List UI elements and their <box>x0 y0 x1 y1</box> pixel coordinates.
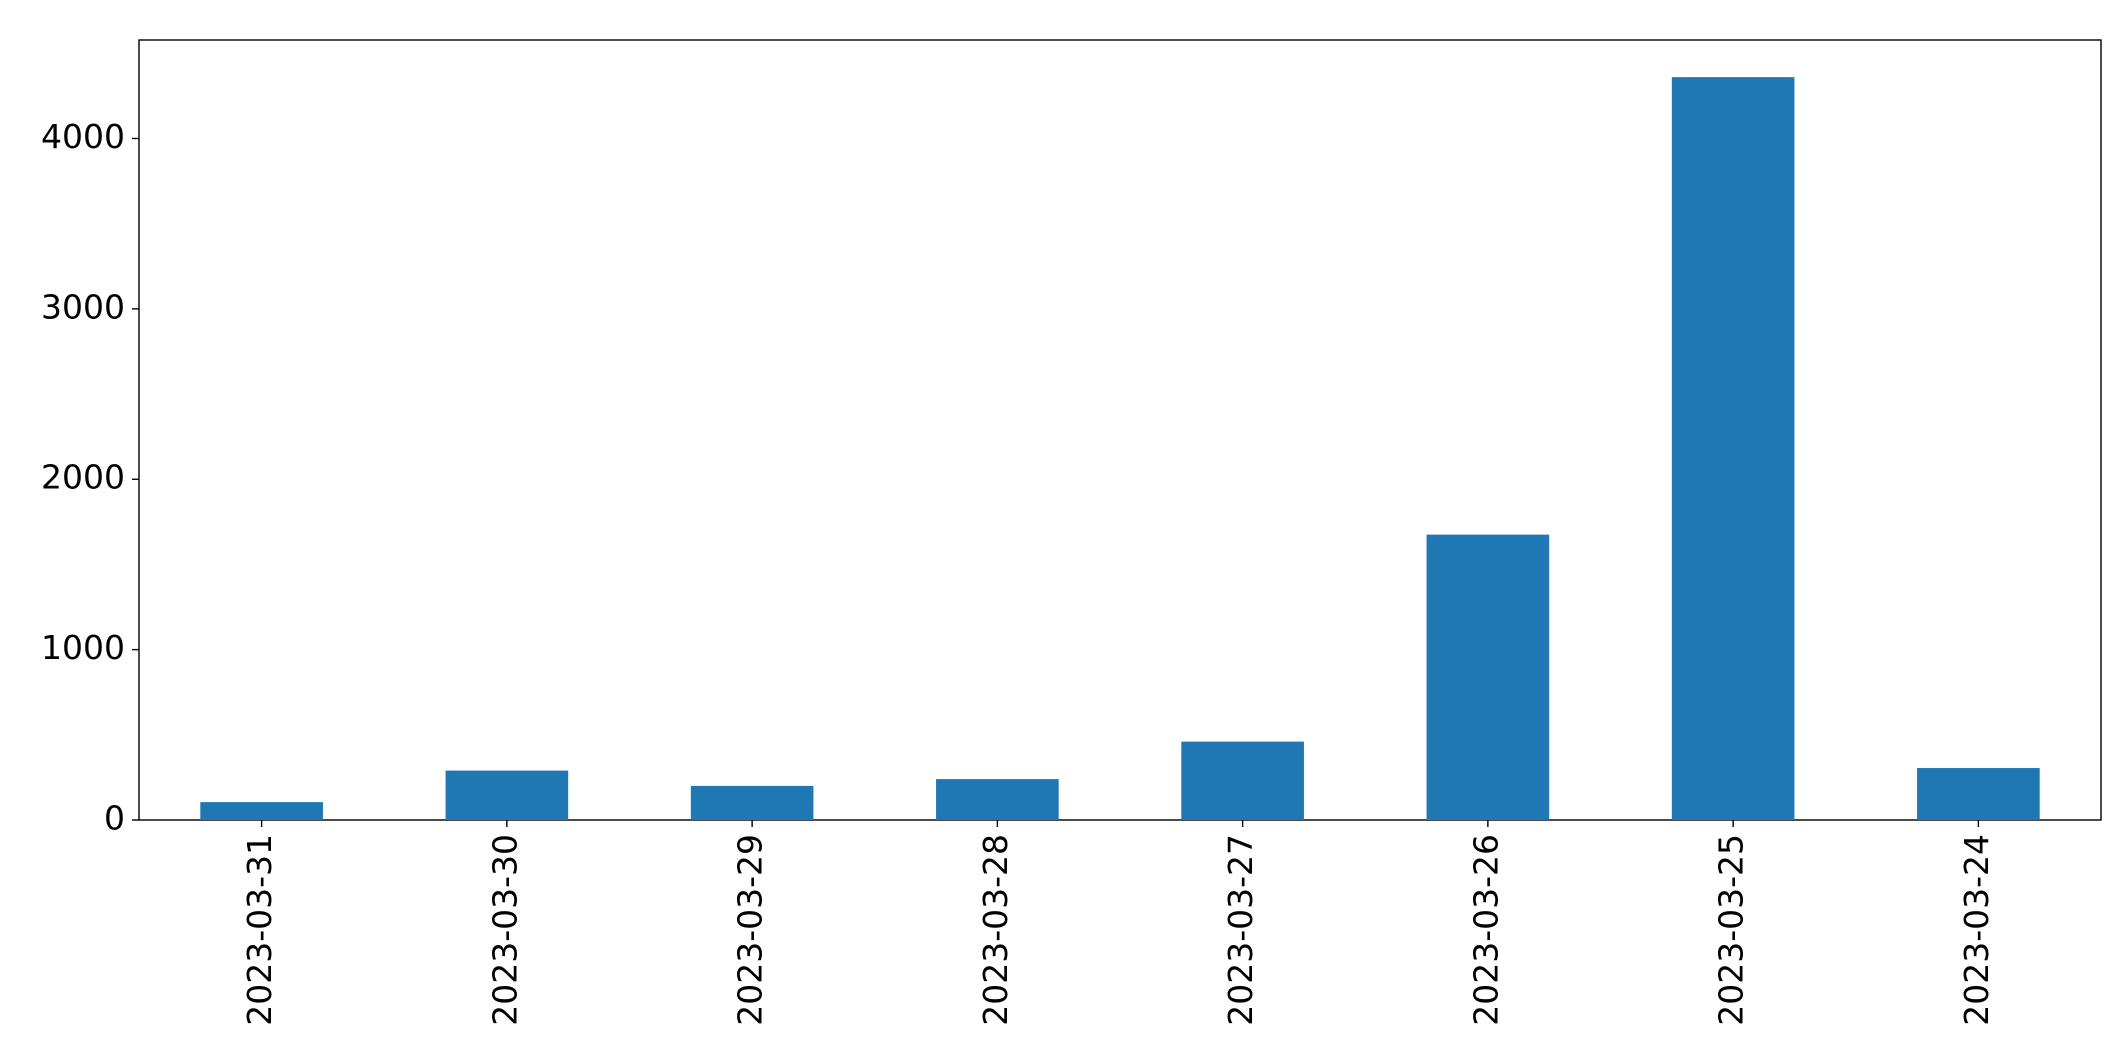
bar <box>690 785 814 820</box>
bar <box>445 770 569 820</box>
bar <box>1181 741 1304 820</box>
y-tick-label: 0 <box>104 799 125 838</box>
x-tick-label: 2023-03-28 <box>976 834 1015 1026</box>
y-tick-label: 1000 <box>41 628 125 667</box>
x-tick-label: 2023-03-26 <box>1466 834 1505 1026</box>
x-tick-label: 2023-03-31 <box>240 834 279 1026</box>
y-tick-label: 2000 <box>41 458 125 497</box>
bar <box>1917 768 2040 820</box>
x-tick-label: 2023-03-29 <box>731 834 770 1026</box>
bar <box>936 779 1059 820</box>
y-tick-label: 3000 <box>41 287 125 326</box>
bar <box>200 802 323 820</box>
x-tick-label: 2023-03-27 <box>1221 834 1260 1026</box>
x-tick-label: 2023-03-24 <box>1957 834 1996 1026</box>
bar <box>1671 77 1795 820</box>
y-tick-label: 4000 <box>41 117 125 156</box>
bar <box>1426 534 1550 820</box>
plot-frame <box>138 39 2102 821</box>
x-tick-label: 2023-03-30 <box>485 834 524 1026</box>
x-tick-label: 2023-03-25 <box>1712 834 1751 1026</box>
